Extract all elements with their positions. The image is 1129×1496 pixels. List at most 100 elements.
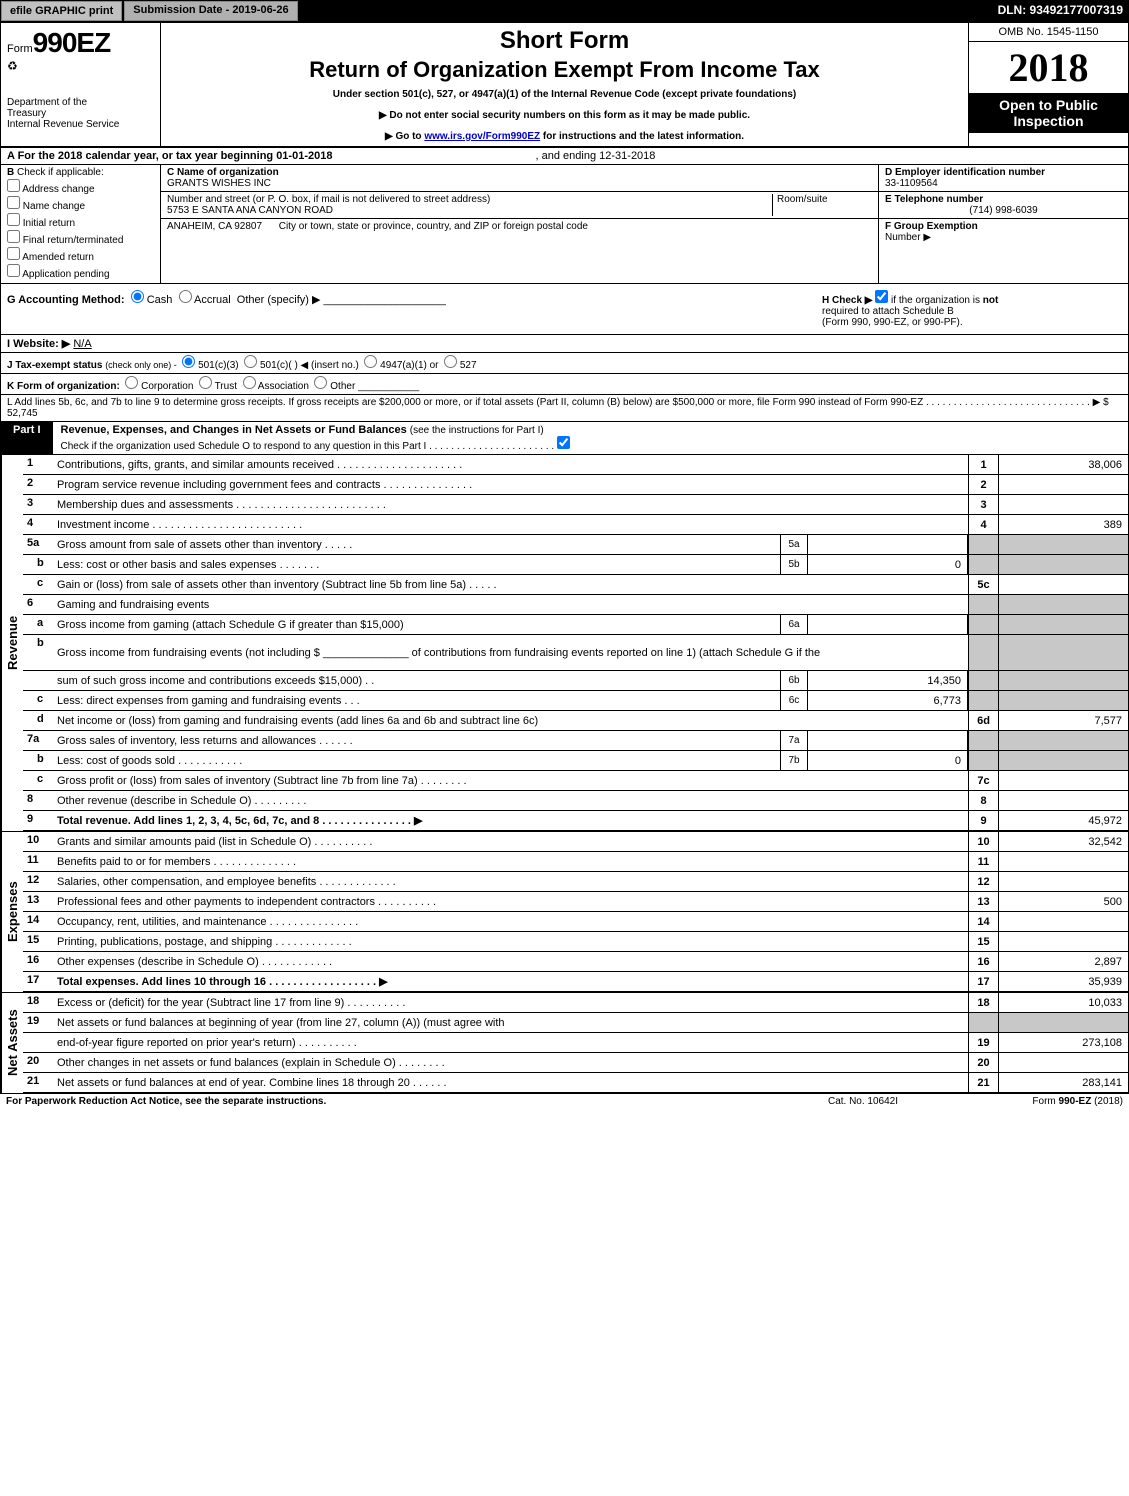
dln-label: DLN: 93492177007319 (992, 0, 1129, 22)
g-cash-radio[interactable] (131, 290, 144, 303)
line-8-num: 8 (23, 791, 53, 810)
j-501c-radio[interactable] (244, 355, 257, 368)
h-text3: (Form 990, 990-EZ, or 990-PF). (822, 317, 963, 328)
irs-link[interactable]: www.irs.gov/Form990EZ (424, 131, 540, 142)
line-20-desc: Other changes in net assets or fund bala… (53, 1053, 968, 1072)
col-d-e-f: D Employer identification number 33-1109… (878, 165, 1128, 283)
line-6b-desc: Gross income from fundraising events (no… (53, 635, 968, 670)
chk-app-pending[interactable]: Application pending (7, 264, 154, 280)
chk-initial-return-box[interactable] (7, 213, 20, 226)
chk-amended-return[interactable]: Amended return (7, 247, 154, 263)
chk-address-change[interactable]: Address change (7, 179, 154, 195)
top-bar: efile GRAPHIC print Submission Date - 20… (0, 0, 1129, 22)
line-7a-rval (998, 731, 1128, 750)
part-i-checkbox[interactable] (557, 436, 570, 449)
j-501c3-radio[interactable] (182, 355, 195, 368)
c-addr-value: 5753 E SANTA ANA CANYON ROAD (167, 205, 333, 216)
chk-name-change[interactable]: Name change (7, 196, 154, 212)
chk-app-pending-label: Application pending (22, 269, 109, 280)
chk-name-change-box[interactable] (7, 196, 20, 209)
open-to-public: Open to Public Inspection (969, 93, 1128, 133)
line-6d-desc: Net income or (loss) from gaming and fun… (53, 711, 968, 730)
d-value: 33-1109564 (885, 178, 938, 189)
line-6-num: 6 (23, 595, 53, 614)
line-20-num: 20 (23, 1053, 53, 1072)
line-18-desc: Excess or (deficit) for the year (Subtra… (53, 993, 968, 1012)
line-5b-rnum (968, 555, 998, 574)
net-assets-side-label: Net Assets (1, 993, 23, 1093)
line-15-rval (998, 932, 1128, 951)
line-5a: 5aGross amount from sale of assets other… (23, 535, 1128, 555)
block-b-through-f: B Check if applicable: Address change Na… (1, 165, 1128, 284)
line-5b-num: b (23, 555, 53, 574)
chk-amended-return-box[interactable] (7, 247, 20, 260)
l-text: L Add lines 5b, 6c, and 7b to line 9 to … (7, 397, 1109, 419)
i-val: N/A (73, 338, 91, 350)
j-label: J Tax-exempt status (7, 360, 102, 371)
form-number: 990EZ (33, 27, 111, 58)
line-17-desc: Total expenses. Add lines 10 through 16 … (53, 972, 968, 991)
d-ein: D Employer identification number 33-1109… (879, 165, 1128, 192)
short-form-title: Short Form (167, 27, 962, 55)
line-7b-desc: Less: cost of goods sold . . . . . . . .… (53, 751, 780, 770)
line-10-rnum: 10 (968, 832, 998, 851)
row-i-website: I Website: ▶ N/A (1, 335, 1128, 353)
line-6d-num: d (23, 711, 53, 730)
line-6b2-rval (998, 671, 1128, 690)
line-9: 9Total revenue. Add lines 1, 2, 3, 4, 5c… (23, 811, 1128, 831)
line-8-rval (998, 791, 1128, 810)
g-cash-label: Cash (147, 294, 173, 306)
k-corp-radio[interactable] (125, 376, 138, 389)
h-checkbox[interactable] (875, 290, 888, 303)
part-i-badge: Part I (1, 422, 53, 454)
line-15-desc: Printing, publications, postage, and shi… (53, 932, 968, 951)
footer-left: For Paperwork Reduction Act Notice, see … (6, 1096, 763, 1107)
line-5c-rval (998, 575, 1128, 594)
line-18-num: 18 (23, 993, 53, 1012)
line-9-desc: Total revenue. Add lines 1, 2, 3, 4, 5c,… (53, 811, 968, 830)
line-1: 1Contributions, gifts, grants, and simil… (23, 455, 1128, 475)
h-not: not (983, 295, 999, 306)
chk-final-return[interactable]: Final return/terminated (7, 230, 154, 246)
line-6: 6Gaming and fundraising events (23, 595, 1128, 615)
efile-print-button[interactable]: efile GRAPHIC print (1, 1, 122, 21)
part-i-title: Revenue, Expenses, and Changes in Net As… (53, 422, 1128, 454)
chk-app-pending-box[interactable] (7, 264, 20, 277)
k-other-radio[interactable] (314, 376, 327, 389)
line-14: 14Occupancy, rent, utilities, and mainte… (23, 912, 1128, 932)
k-assoc-radio[interactable] (243, 376, 256, 389)
chk-amended-return-label: Amended return (22, 252, 94, 263)
header-right: OMB No. 1545-1150 2018 Open to Public In… (968, 23, 1128, 146)
line-4-rval: 389 (998, 515, 1128, 534)
line-21: 21Net assets or fund balances at end of … (23, 1073, 1128, 1093)
chk-final-return-box[interactable] (7, 230, 20, 243)
chk-initial-return[interactable]: Initial return (7, 213, 154, 229)
line-6c: cLess: direct expenses from gaming and f… (23, 691, 1128, 711)
line-6-desc: Gaming and fundraising events (53, 595, 968, 614)
line-6b2: sum of such gross income and contributio… (23, 671, 1128, 691)
line-19-rnum (968, 1013, 998, 1032)
line-5a-midval (808, 535, 968, 554)
line-2-rval (998, 475, 1128, 494)
line-19b-rval: 273,108 (998, 1033, 1128, 1052)
c-addr-label: Number and street (or P. O. box, if mail… (167, 194, 490, 205)
j-4947: 4947(a)(1) or (380, 360, 438, 371)
i-label: I Website: ▶ (7, 338, 70, 350)
line-7b-midnum: 7b (780, 751, 808, 770)
line-13-rnum: 13 (968, 892, 998, 911)
line-17: 17Total expenses. Add lines 10 through 1… (23, 972, 1128, 992)
chk-address-change-box[interactable] (7, 179, 20, 192)
line-6a-rnum (968, 615, 998, 634)
j-527-radio[interactable] (444, 355, 457, 368)
g-accrual-radio[interactable] (179, 290, 192, 303)
j-4947-radio[interactable] (364, 355, 377, 368)
line-7a-num: 7a (23, 731, 53, 750)
c-room: Room/suite (772, 194, 872, 216)
line-5b-midnum: 5b (780, 555, 808, 574)
k-trust-radio[interactable] (199, 376, 212, 389)
net-assets-section: Net Assets 18Excess or (deficit) for the… (1, 992, 1128, 1093)
d-label: D Employer identification number (885, 167, 1045, 178)
line-6b-num: b (23, 635, 53, 670)
h-text1: if the organization is (891, 295, 983, 306)
line-7c-rval (998, 771, 1128, 790)
